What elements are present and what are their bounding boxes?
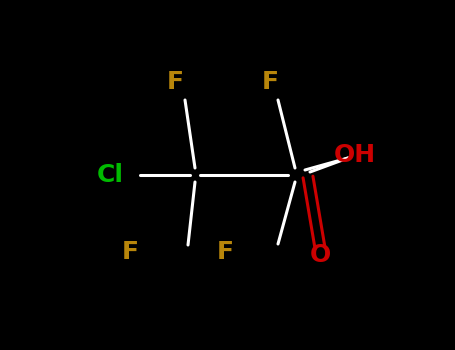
Text: F: F [121,240,138,264]
Text: OH: OH [334,143,376,167]
Text: F: F [262,70,278,94]
Text: Cl: Cl [96,163,123,187]
Text: F: F [217,240,233,264]
Text: F: F [167,70,183,94]
Text: O: O [309,243,331,267]
